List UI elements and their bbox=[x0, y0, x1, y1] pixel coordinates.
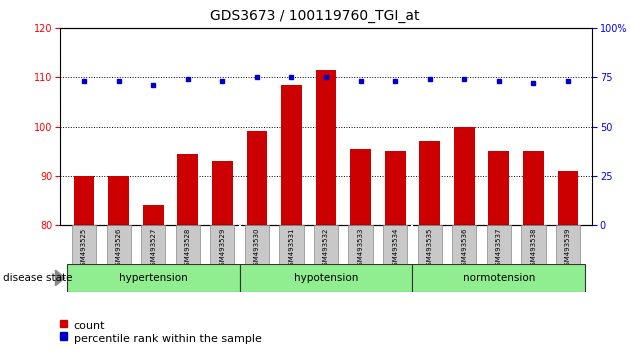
Bar bbox=[60, 320, 67, 327]
Text: GSM493529: GSM493529 bbox=[219, 228, 226, 270]
FancyBboxPatch shape bbox=[239, 264, 413, 292]
Bar bbox=[420, 141, 440, 225]
FancyBboxPatch shape bbox=[141, 225, 165, 264]
Text: hypotension: hypotension bbox=[294, 273, 358, 283]
FancyBboxPatch shape bbox=[452, 225, 476, 264]
Text: GSM493526: GSM493526 bbox=[116, 228, 122, 270]
FancyBboxPatch shape bbox=[522, 225, 546, 264]
Bar bbox=[212, 161, 232, 225]
Bar bbox=[178, 154, 198, 225]
Text: GSM493527: GSM493527 bbox=[150, 228, 156, 270]
Text: GSM493533: GSM493533 bbox=[358, 228, 364, 270]
Bar bbox=[281, 85, 302, 225]
Bar bbox=[558, 171, 578, 225]
Text: GSM493538: GSM493538 bbox=[530, 228, 536, 270]
Text: GSM493539: GSM493539 bbox=[565, 228, 571, 270]
Bar bbox=[523, 151, 544, 225]
FancyBboxPatch shape bbox=[210, 225, 234, 264]
Text: GSM493537: GSM493537 bbox=[496, 228, 502, 270]
Bar bbox=[143, 205, 164, 225]
Text: normotension: normotension bbox=[462, 273, 535, 283]
FancyBboxPatch shape bbox=[279, 225, 304, 264]
Bar bbox=[454, 127, 474, 225]
Polygon shape bbox=[55, 270, 65, 286]
Text: disease state: disease state bbox=[3, 273, 72, 283]
Bar bbox=[316, 70, 336, 225]
FancyBboxPatch shape bbox=[314, 225, 338, 264]
Bar bbox=[74, 176, 94, 225]
Text: GSM493535: GSM493535 bbox=[427, 228, 433, 270]
Text: hypertension: hypertension bbox=[119, 273, 188, 283]
Bar bbox=[350, 149, 371, 225]
Text: GSM493528: GSM493528 bbox=[185, 228, 191, 270]
Bar bbox=[385, 151, 406, 225]
FancyBboxPatch shape bbox=[245, 225, 269, 264]
Bar bbox=[60, 332, 67, 340]
FancyBboxPatch shape bbox=[348, 225, 373, 264]
Text: GDS3673 / 100119760_TGI_at: GDS3673 / 100119760_TGI_at bbox=[210, 9, 420, 23]
Bar bbox=[108, 176, 129, 225]
Text: GSM493532: GSM493532 bbox=[323, 228, 329, 270]
FancyBboxPatch shape bbox=[487, 225, 511, 264]
FancyBboxPatch shape bbox=[556, 225, 580, 264]
Text: GSM493536: GSM493536 bbox=[461, 228, 467, 270]
Text: count: count bbox=[74, 321, 105, 331]
FancyBboxPatch shape bbox=[413, 264, 585, 292]
FancyBboxPatch shape bbox=[106, 225, 130, 264]
Text: GSM493534: GSM493534 bbox=[392, 228, 398, 270]
FancyBboxPatch shape bbox=[418, 225, 442, 264]
Text: GSM493530: GSM493530 bbox=[254, 228, 260, 270]
Text: GSM493525: GSM493525 bbox=[81, 228, 87, 270]
FancyBboxPatch shape bbox=[383, 225, 407, 264]
Bar bbox=[488, 151, 509, 225]
Text: GSM493531: GSM493531 bbox=[289, 228, 294, 270]
FancyBboxPatch shape bbox=[72, 225, 96, 264]
FancyBboxPatch shape bbox=[67, 264, 239, 292]
Text: percentile rank within the sample: percentile rank within the sample bbox=[74, 333, 261, 344]
FancyBboxPatch shape bbox=[176, 225, 200, 264]
Bar bbox=[246, 131, 267, 225]
